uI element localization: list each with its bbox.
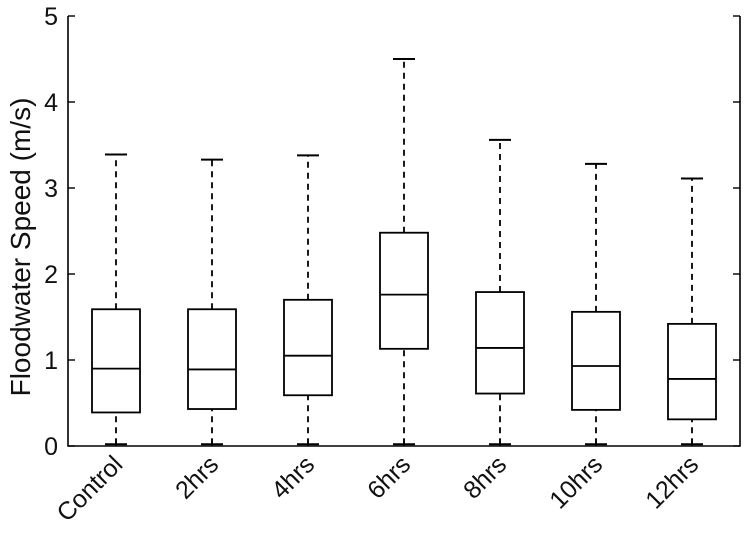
y-tick-label: 3: [44, 175, 58, 203]
y-tick-label: 1: [44, 347, 58, 375]
iqr-box: [283, 298, 333, 397]
iqr-box: [91, 308, 141, 414]
x-tick-label-control: Control: [51, 450, 128, 527]
y-tick-label: 0: [44, 433, 58, 461]
y-tick-label: 2: [44, 261, 58, 289]
x-tick-label-6hrs: 6hrs: [362, 450, 416, 504]
iqr-box: [379, 231, 429, 350]
box-group-6hrs: [379, 58, 429, 446]
box-group-8hrs: [475, 138, 525, 446]
x-tick-label-2hrs: 2hrs: [170, 450, 224, 504]
x-tick-label-10hrs: 10hrs: [544, 450, 608, 514]
box-group-10hrs: [571, 162, 621, 446]
plot-area: [91, 58, 717, 446]
y-axis-title: Floodwater Speed (m/s): [5, 98, 36, 397]
iqr-box: [667, 322, 717, 421]
y-tick-label: 5: [44, 3, 58, 31]
y-tick-label: 4: [44, 89, 58, 117]
box-group-2hrs: [187, 158, 237, 446]
iqr-box: [475, 291, 525, 395]
iqr-box: [571, 310, 621, 411]
box-group-control: [91, 153, 141, 446]
box-group-12hrs: [667, 177, 717, 446]
x-tick-label-4hrs: 4hrs: [266, 450, 320, 504]
box-group-4hrs: [283, 154, 333, 446]
iqr-box: [187, 308, 237, 410]
x-tick-label-8hrs: 8hrs: [458, 450, 512, 504]
x-tick-label-12hrs: 12hrs: [640, 450, 704, 514]
